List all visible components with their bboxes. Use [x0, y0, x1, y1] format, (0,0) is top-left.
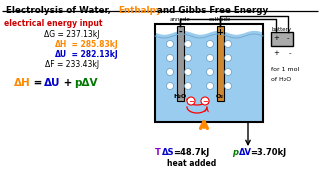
- Text: O₂: O₂: [216, 94, 224, 99]
- Text: = 282.13kJ: = 282.13kJ: [69, 50, 118, 59]
- Text: pΔV: pΔV: [74, 78, 98, 88]
- Bar: [271, 32, 293, 46]
- Text: ΔH: ΔH: [14, 78, 31, 88]
- Text: -: -: [178, 28, 182, 37]
- Circle shape: [187, 97, 195, 105]
- Circle shape: [185, 82, 191, 89]
- Text: +: +: [273, 50, 279, 56]
- Circle shape: [225, 69, 231, 75]
- Circle shape: [185, 69, 191, 75]
- Text: = 285.83kJ: = 285.83kJ: [69, 40, 118, 49]
- Text: ΔV: ΔV: [239, 148, 252, 157]
- Circle shape: [225, 40, 231, 48]
- Text: -: -: [289, 50, 292, 56]
- FancyBboxPatch shape: [155, 36, 263, 122]
- Text: ΔS: ΔS: [162, 148, 174, 157]
- Text: cathode: cathode: [209, 17, 231, 22]
- Text: =3.70kJ: =3.70kJ: [250, 148, 286, 157]
- Text: ΔU: ΔU: [55, 50, 67, 59]
- Text: Enthalpy: Enthalpy: [118, 6, 162, 15]
- Text: Electrolysis of Water,: Electrolysis of Water,: [6, 6, 114, 15]
- Text: ΔG = 237.13kJ: ΔG = 237.13kJ: [44, 30, 100, 39]
- Text: battery: battery: [272, 27, 292, 32]
- Circle shape: [206, 69, 213, 75]
- Circle shape: [206, 40, 213, 48]
- Text: +: +: [217, 28, 223, 37]
- Circle shape: [206, 82, 213, 89]
- Circle shape: [225, 55, 231, 62]
- Circle shape: [166, 69, 173, 75]
- Text: electrical energy input: electrical energy input: [4, 19, 102, 28]
- Circle shape: [206, 55, 213, 62]
- Bar: [177, 26, 184, 101]
- Text: T: T: [155, 148, 161, 157]
- Text: H₂O: H₂O: [173, 94, 187, 99]
- Text: p: p: [232, 148, 238, 157]
- Circle shape: [185, 55, 191, 62]
- Circle shape: [166, 40, 173, 48]
- Text: ΔU: ΔU: [44, 78, 60, 88]
- Text: and Gibbs Free Energy: and Gibbs Free Energy: [154, 6, 268, 15]
- Text: annode: annode: [170, 17, 190, 22]
- Text: +: +: [273, 35, 279, 41]
- Text: =48.7kJ: =48.7kJ: [173, 148, 209, 157]
- Circle shape: [166, 55, 173, 62]
- Text: ΔF = 233.43kJ: ΔF = 233.43kJ: [45, 60, 99, 69]
- Bar: [217, 26, 224, 101]
- Text: heat added: heat added: [167, 159, 216, 168]
- Text: of H₂O: of H₂O: [271, 77, 291, 82]
- Text: for 1 mol: for 1 mol: [271, 67, 299, 72]
- Circle shape: [185, 40, 191, 48]
- Text: +: +: [60, 78, 76, 88]
- Text: −: −: [202, 98, 208, 105]
- Circle shape: [166, 82, 173, 89]
- Circle shape: [225, 82, 231, 89]
- Text: −: −: [188, 98, 194, 105]
- Text: -: -: [287, 35, 290, 41]
- Circle shape: [201, 97, 209, 105]
- Text: ΔH: ΔH: [55, 40, 68, 49]
- Text: =: =: [30, 78, 46, 88]
